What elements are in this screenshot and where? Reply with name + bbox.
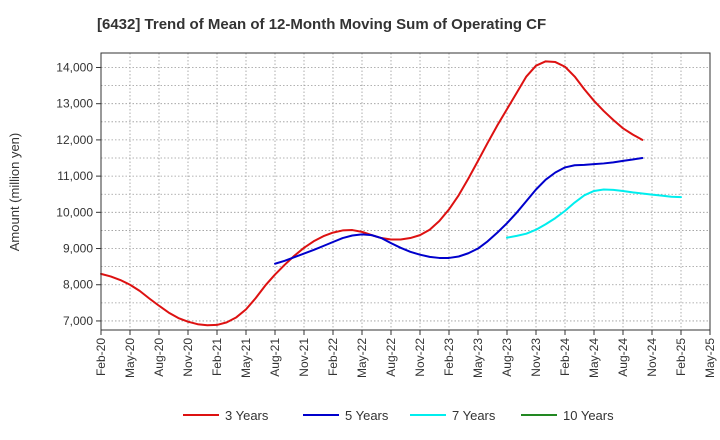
x-tick-label: Aug-21 bbox=[268, 338, 282, 377]
y-axis-label: Amount (million yen) bbox=[7, 133, 22, 252]
x-tick-label: May-20 bbox=[123, 338, 137, 378]
y-tick-label: 11,000 bbox=[57, 169, 93, 183]
y-tick-label: 8,000 bbox=[63, 278, 93, 292]
x-tick-label: Aug-24 bbox=[616, 338, 630, 377]
legend: 3 Years 5 Years 7 Years 10 Years bbox=[183, 408, 614, 423]
x-tick-label: Feb-25 bbox=[674, 338, 688, 376]
y-tick-label: 10,000 bbox=[56, 205, 93, 219]
series-lines bbox=[100, 60, 682, 327]
x-tick-label: Feb-20 bbox=[94, 338, 108, 376]
x-tick-label: May-25 bbox=[703, 338, 717, 378]
x-tick-label: May-24 bbox=[587, 338, 601, 378]
x-tick-label: Feb-24 bbox=[558, 338, 572, 376]
legend-label: 5 Years bbox=[345, 408, 389, 423]
legend-label: 3 Years bbox=[225, 408, 269, 423]
y-tick-label: 13,000 bbox=[56, 97, 93, 111]
x-tick-label: Aug-20 bbox=[152, 338, 166, 377]
x-tick-label: Feb-23 bbox=[442, 338, 456, 376]
x-tick-label: May-21 bbox=[239, 338, 253, 378]
series-line-7-years bbox=[506, 188, 682, 239]
y-axis: 7,000 8,000 9,000 10,000 11,000 12,000 13,000 1… bbox=[56, 60, 101, 328]
x-tick-label: May-22 bbox=[355, 338, 369, 378]
y-tick-label: 7,000 bbox=[63, 314, 93, 328]
y-tick-label: 14,000 bbox=[56, 60, 93, 74]
y-tick-label: 9,000 bbox=[63, 242, 93, 256]
x-tick-label: Nov-22 bbox=[413, 338, 427, 377]
x-axis: Feb-20 May-20 Aug-20 Nov-20 Feb-21 May-21 Aug-… bbox=[94, 330, 717, 378]
x-tick-label: May-23 bbox=[471, 338, 485, 378]
grid-lines bbox=[101, 53, 710, 330]
series-line-5-years bbox=[274, 157, 644, 265]
x-tick-label: Feb-21 bbox=[210, 338, 224, 376]
x-tick-label: Nov-23 bbox=[529, 338, 543, 377]
x-tick-label: Aug-23 bbox=[500, 338, 514, 377]
x-tick-label: Nov-24 bbox=[645, 338, 659, 377]
legend-label: 10 Years bbox=[563, 408, 614, 423]
x-tick-label: Nov-21 bbox=[297, 338, 311, 377]
x-tick-label: Feb-22 bbox=[326, 338, 340, 376]
chart-title: [6432] Trend of Mean of 12-Month Moving … bbox=[97, 16, 546, 33]
x-tick-label: Nov-20 bbox=[181, 338, 195, 377]
x-tick-label: Aug-22 bbox=[384, 338, 398, 377]
plot-frame bbox=[100, 52, 711, 331]
y-tick-label: 12,000 bbox=[56, 133, 93, 147]
plot-area bbox=[101, 53, 710, 330]
legend-label: 7 Years bbox=[452, 408, 496, 423]
